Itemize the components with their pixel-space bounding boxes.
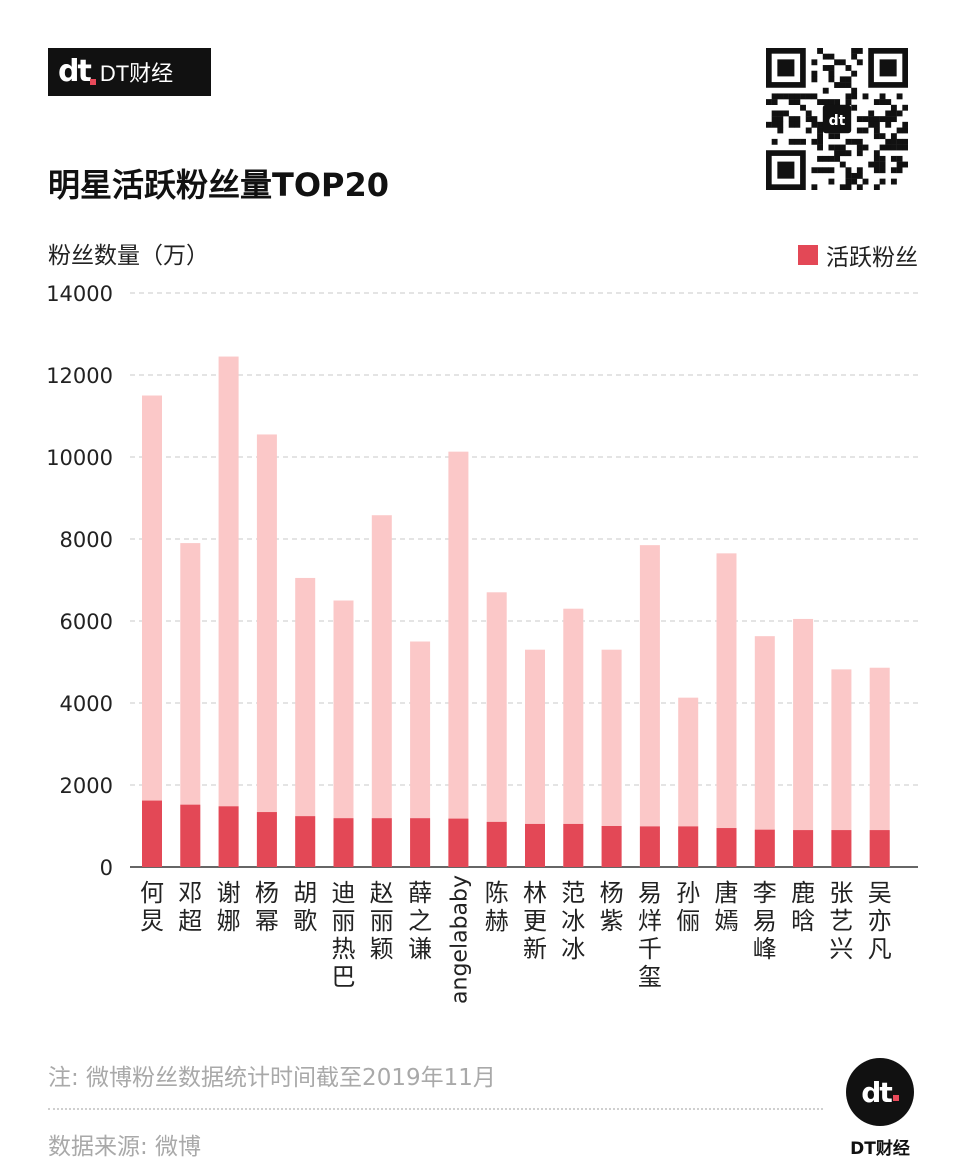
legend: 活跃粉丝: [798, 238, 918, 272]
bar-total: [295, 577, 316, 867]
bar-active: [754, 829, 775, 867]
x-tick-label: 张艺兴: [829, 879, 853, 963]
bar-total: [218, 356, 239, 867]
dt-logo-icon: dt: [58, 57, 96, 87]
bar-active: [793, 830, 814, 867]
bar-active: [142, 800, 162, 867]
y-tick-label: 0: [100, 856, 113, 880]
bar-active: [678, 826, 699, 867]
divider: [48, 1108, 823, 1110]
bar-active: [295, 816, 316, 867]
x-tick-label: 迪丽热巴: [332, 879, 356, 991]
x-tick-label: 杨紫: [600, 879, 624, 935]
x-tick-label: 谢娜: [217, 879, 241, 935]
y-tick-label: 6000: [60, 610, 113, 634]
x-tick-label: 唐嫣: [715, 879, 739, 935]
bar-active: [639, 826, 660, 867]
bar-active: [869, 830, 890, 867]
x-tick-label: 吴亦凡: [868, 879, 892, 963]
bar-active: [371, 818, 392, 867]
bar-total: [371, 515, 392, 867]
bar-active: [831, 830, 852, 867]
bar-total: [793, 618, 814, 867]
footnote: 注: 微博粉丝数据统计时间截至2019年11月: [48, 1065, 496, 1091]
x-tick-label: 何炅: [140, 879, 164, 935]
legend-swatch: [798, 245, 818, 265]
brand-name: DT财经: [99, 61, 174, 86]
x-tick-label: 范冰冰: [561, 879, 585, 963]
bar-active: [180, 804, 201, 867]
bar-total: [869, 667, 890, 867]
legend-label: 活跃粉丝: [826, 245, 918, 271]
bar-active: [525, 823, 545, 867]
qr-center-text: dt: [829, 113, 846, 129]
bar-active: [256, 812, 277, 867]
y-tick-label: 14000: [46, 282, 113, 306]
bar-total: [410, 641, 431, 867]
bar-total: [486, 592, 507, 867]
x-tick-label: 孙俪: [676, 879, 700, 935]
y-tick-label: 8000: [60, 528, 113, 552]
qr-code-icon: dt: [766, 48, 908, 190]
bar-total: [563, 608, 584, 867]
bar-total: [448, 451, 469, 867]
bar-active: [563, 823, 584, 867]
y-tick-label: 10000: [46, 446, 113, 470]
x-tick-label: 胡歌: [293, 879, 317, 935]
y-axis-label: 粉丝数量（万）: [48, 243, 209, 269]
x-tick-label: 薛之谦: [408, 879, 432, 963]
y-tick-label: 12000: [46, 364, 113, 388]
x-tick-label: 鹿晗: [791, 879, 815, 935]
x-tick-label: 赵丽颖: [370, 879, 394, 963]
bar-active: [218, 806, 239, 867]
y-tick-label: 2000: [60, 774, 113, 798]
bar-total: [831, 669, 852, 867]
bar-total: [333, 600, 354, 867]
source-note: 数据来源: 微博: [48, 1134, 202, 1160]
bar-active: [601, 826, 622, 867]
bar-active: [448, 818, 469, 867]
bar-active: [716, 828, 737, 867]
x-tick-label: 邓超: [178, 879, 202, 935]
bar-total: [142, 395, 162, 867]
bar-total: [601, 649, 622, 867]
corner-brand-name: DT财经: [850, 1139, 910, 1159]
x-tick-label: 林更新: [523, 879, 547, 963]
bar-total: [256, 434, 277, 867]
x-tick-label: 李易峰: [753, 879, 777, 963]
y-tick-label: 4000: [60, 692, 113, 716]
bar-total: [754, 636, 775, 867]
bar-total: [180, 543, 201, 867]
bar-total: [716, 553, 737, 867]
bar-active: [486, 821, 507, 867]
x-tick-label: 易烊千玺: [638, 879, 662, 991]
dt-corner-logo-icon: dt: [846, 1058, 914, 1126]
bar-total: [678, 697, 699, 867]
bar-total: [525, 649, 545, 867]
x-tick-label: 杨幂: [255, 879, 279, 935]
bar-chart: 0 2000 4000 6000 8000 10000 12000 14000 何炅邓超谢娜杨幂…: [46, 282, 918, 1004]
chart-title: 明星活跃粉丝量TOP20: [48, 166, 390, 204]
bar-active: [333, 818, 354, 867]
x-tick-label: 陈赫: [485, 879, 509, 935]
bar-active: [410, 818, 431, 867]
bar-total: [639, 545, 660, 867]
brand-badge: dt DT财经: [48, 48, 211, 96]
x-tick-label: angelababy: [447, 875, 472, 1004]
